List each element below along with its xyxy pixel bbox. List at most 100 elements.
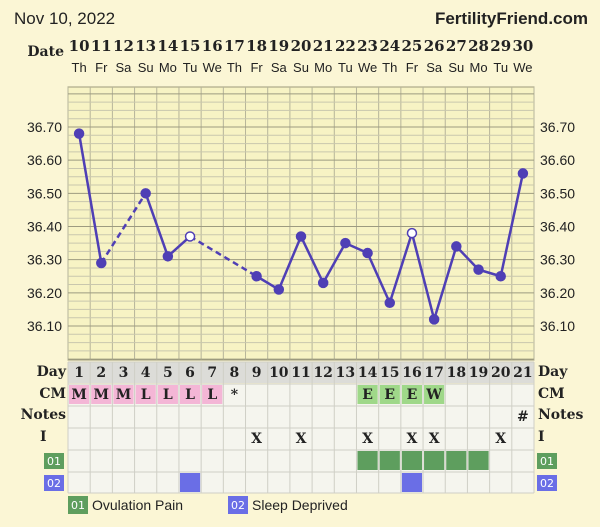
temperature-point-day-13 [340,237,351,249]
temperature-line-segment [277,235,303,290]
intercourse-mark-day-14: X [362,431,373,447]
weekday-label-8: Th [227,60,242,75]
temperature-line-segment [77,133,103,264]
date-label-16: 16 [202,37,223,55]
y-tick-right-36.70: 36.70 [540,119,575,135]
date-label-19: 19 [268,37,289,55]
y-tick-left-36.50: 36.50 [27,185,62,201]
legend-01-code: 01 [71,499,85,512]
date-label-23: 23 [357,37,378,55]
cycle-day-17: 17 [424,365,443,381]
temperature-line-segment [322,242,347,284]
temperature-point-day-1 [73,128,85,139]
weekday-label-14: We [358,60,377,75]
cm-cell-6 [179,385,201,404]
cm-cell-15 [379,385,400,404]
symptom-02-row-code-right: 02 [540,477,554,490]
temperature-point-day-5 [162,251,174,262]
cm-value-day-8: * [231,387,239,403]
symptom-01-cell-day-19 [468,451,489,470]
cm-value-day-16: E [407,387,418,403]
weekday-label-6: Tu [183,60,198,75]
date-label-18: 18 [246,37,267,55]
intercourse-mark-day-16: X [407,431,418,447]
cm-cell-2 [91,385,112,404]
cycle-day-11: 11 [291,365,310,381]
date-label-15: 15 [180,37,201,55]
date-label-12: 12 [113,37,134,55]
legend-01-badge [68,496,88,514]
legend-02-label: Sleep Deprived [252,497,348,513]
date-label-14: 14 [157,37,178,55]
temperature-line-segment [432,246,458,320]
y-tick-left-36.10: 36.10 [27,318,62,334]
temperature-point-day-16 [406,227,418,239]
cycle-day-2: 2 [96,365,106,381]
cycle-day-16: 16 [402,365,421,381]
weekday-label-1: Th [72,60,87,75]
y-tick-right-36.20: 36.20 [540,285,575,301]
date-label-30: 30 [512,37,533,55]
date-label-28: 28 [468,37,489,55]
cycle-day-1: 1 [74,365,84,381]
cm-row-label-left: CM [39,386,66,402]
date-label-26: 26 [424,37,445,55]
weekday-label-4: Su [138,60,154,75]
cm-value-day-4: L [141,387,151,403]
temperature-point-day-17 [428,314,440,325]
date-label-24: 24 [379,37,400,55]
symptom-01-cell-day-14 [357,451,378,470]
cm-value-day-7: L [207,387,217,403]
temperature-point-day-19 [473,264,484,275]
weekday-label-9: Fr [250,60,263,75]
intercourse-mark-day-17: X [429,431,440,447]
cm-value-day-5: L [163,387,173,403]
cm-value-day-6: L [185,387,195,403]
temperature-line-segment [189,235,258,278]
legend-01-label: Ovulation Pain [92,497,183,513]
y-tick-left-36.60: 36.60 [27,152,62,168]
temperature-point-day-14 [362,247,373,259]
cm-value-day-14: E [362,387,373,403]
cm-cell-16 [401,385,423,404]
intercourse-mark-day-9: X [251,431,262,447]
cm-value-day-15: E [384,387,395,403]
temperature-point-day-15 [384,297,396,309]
cm-cell-17 [424,385,445,404]
weekday-label-5: Mo [159,60,177,75]
y-tick-right-36.60: 36.60 [540,152,575,168]
notes-row-label-right: Notes [538,407,584,423]
symptom-01-cell-day-18 [446,451,467,470]
cycle-day-3: 3 [119,365,129,381]
cm-value-day-1: M [71,387,87,403]
brand-logo-text: FertilityFriend.com [435,9,588,28]
temperature-line-segment [299,235,325,284]
date-label-13: 13 [135,37,156,55]
legend-02-code: 02 [231,499,245,512]
date-label-22: 22 [335,37,356,55]
symptom-02-row-code-left: 02 [47,477,61,490]
cycle-day-13: 13 [336,365,355,381]
symptom-02-row-badge-left [44,475,64,491]
symptom-01-cell-day-15 [379,451,400,470]
y-tick-left-36.30: 36.30 [27,252,62,268]
cycle-day-5: 5 [163,365,173,381]
symptom-01-row-code-right: 01 [540,455,554,468]
date-label-25: 25 [402,37,423,55]
cycle-day-6: 6 [185,365,195,381]
weekday-label-17: Sa [426,60,443,75]
y-tick-left-36.70: 36.70 [27,119,62,135]
weekday-label-10: Sa [271,60,288,75]
date-label-27: 27 [446,37,467,55]
y-tick-right-36.40: 36.40 [540,219,575,235]
cycle-day-10: 10 [269,365,289,381]
weekday-label-7: We [203,60,222,75]
weekday-label-3: Sa [116,60,133,75]
cm-value-day-3: M [116,387,132,403]
date-label-21: 21 [313,37,334,55]
y-tick-left-36.40: 36.40 [27,219,62,235]
date-label-20: 20 [291,37,312,55]
cm-row-label-right: CM [538,386,565,402]
weekday-label-15: Th [382,60,397,75]
